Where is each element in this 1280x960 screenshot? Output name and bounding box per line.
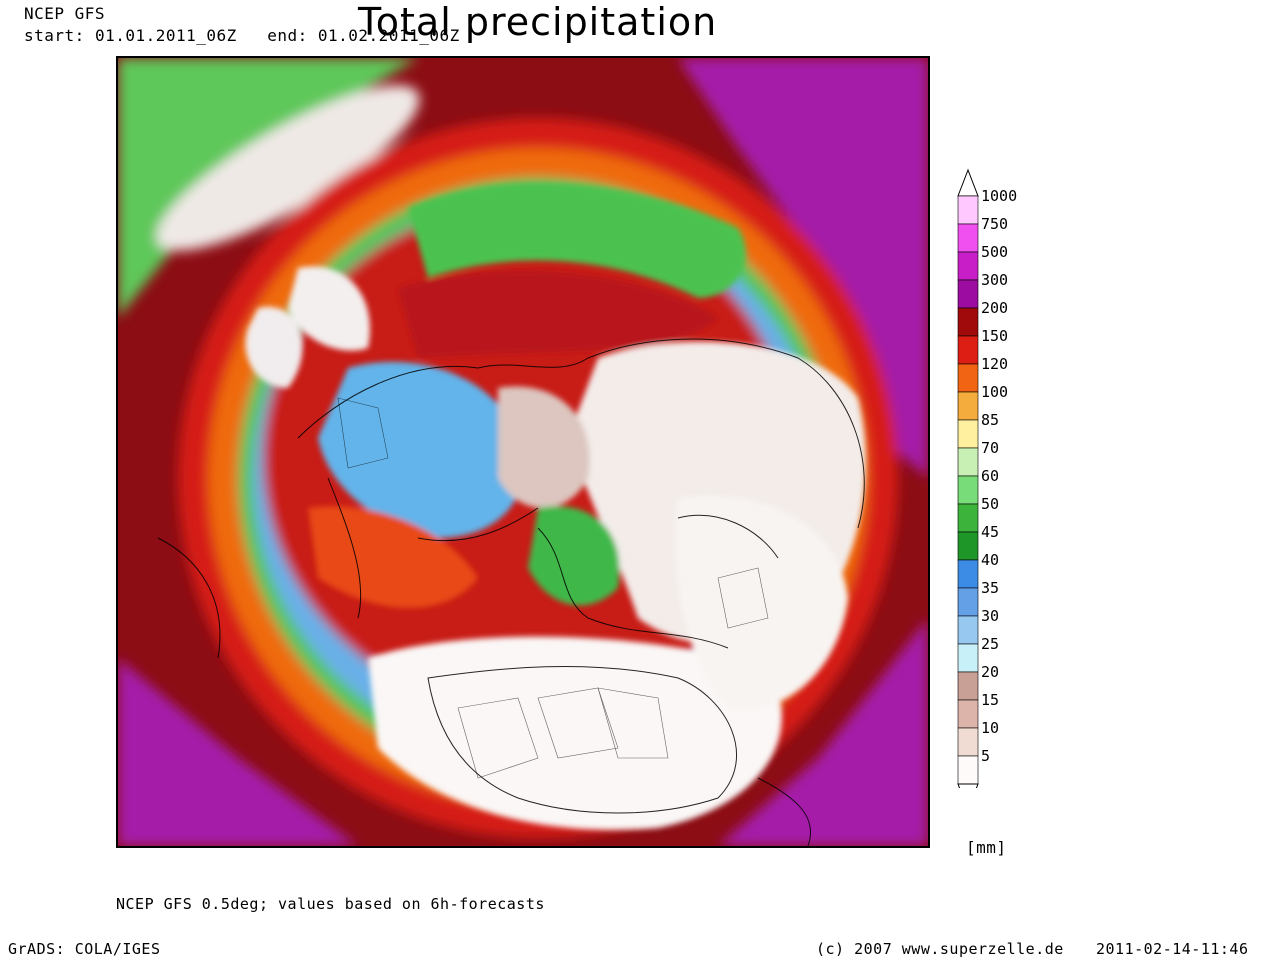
legend-swatch-70	[957, 447, 979, 477]
white-band-nw	[156, 85, 420, 251]
end-label: end:	[267, 26, 308, 45]
legend-swatch-25	[957, 643, 979, 673]
legend-unit: [mm]	[966, 838, 1007, 857]
purple-region-sw	[118, 658, 358, 846]
legend-label-15: 15	[981, 691, 999, 709]
legend-label-30: 30	[981, 607, 999, 625]
legend-label-40: 40	[981, 551, 999, 569]
legend-label-500: 500	[981, 243, 1008, 261]
nw-pacific-bubble	[245, 306, 303, 388]
coastlines	[157, 338, 865, 846]
legend-label-5: 5	[981, 747, 990, 765]
footnote: NCEP GFS 0.5deg; values based on 6h-fore…	[116, 895, 545, 913]
arctic-dry	[498, 386, 590, 508]
legend-label-60: 60	[981, 467, 999, 485]
legend-swatch-35	[957, 587, 979, 617]
forecast-period: start: 01.01.2011_06Z end: 01.02.2011_06…	[24, 26, 460, 45]
legend-label-200: 200	[981, 299, 1008, 317]
purple-region-se	[718, 618, 928, 846]
legend-swatch-500	[957, 251, 979, 281]
legend-swatch-150	[957, 335, 979, 365]
legend-swatch-15	[957, 699, 979, 729]
legend-label-1000: 1000	[981, 187, 1017, 205]
legend-swatch-300	[957, 279, 979, 309]
country-borders	[337, 397, 769, 779]
legend-label-85: 85	[981, 411, 999, 429]
pacific-red-band	[398, 271, 718, 358]
legend-label-35: 35	[981, 579, 999, 597]
start-time: 01.01.2011_06Z	[94, 26, 237, 45]
end-time: 01.02.2011_06Z	[317, 26, 460, 45]
legend-label-10: 10	[981, 719, 999, 737]
map-title: Total precipitation	[358, 0, 718, 44]
legend-arrow-bottom	[957, 783, 979, 788]
legend-swatch-200	[957, 307, 979, 337]
legend-label-50: 50	[981, 495, 999, 513]
legend-swatch-85	[957, 419, 979, 449]
precipitation-map	[116, 56, 930, 848]
legend-swatch-120	[957, 363, 979, 393]
green-region-nw	[118, 58, 418, 318]
render-timestamp: 2011-02-14-11:46	[1096, 940, 1249, 958]
color-legend: 1000 750 500 300 200 150 120 100 85 70 60 50 45 40 35 3…	[957, 168, 1017, 788]
legend-label-100: 100	[981, 383, 1008, 401]
nw-pacific-white	[288, 266, 370, 351]
legend-swatch-750	[957, 223, 979, 253]
legend-swatch-60	[957, 475, 979, 505]
start-label: start:	[24, 26, 85, 45]
legend-swatch-5	[957, 755, 979, 785]
north-atlantic-band	[408, 183, 746, 298]
legend-label-45: 45	[981, 523, 999, 541]
atlantic-storm	[308, 506, 478, 608]
legend-swatch-40	[957, 559, 979, 589]
model-name: NCEP GFS	[24, 4, 106, 23]
legend-label-20: 20	[981, 663, 999, 681]
legend-swatch-100	[957, 391, 979, 421]
europe-green	[528, 506, 620, 606]
legend-label-300: 300	[981, 271, 1008, 289]
legend-swatch-45	[957, 531, 979, 561]
asia-dry	[675, 496, 848, 710]
legend-swatch-30	[957, 615, 979, 645]
legend-label-70: 70	[981, 439, 999, 457]
legend-label-150: 150	[981, 327, 1008, 345]
legend-label-25: 25	[981, 635, 999, 653]
copyright: (c) 2007 www.superzelle.de	[816, 940, 1064, 958]
legend-arrow-top	[957, 168, 979, 197]
africa-dry	[368, 636, 782, 830]
legend-swatch-20	[957, 671, 979, 701]
software-credit: GrADS: COLA/IGES	[8, 940, 161, 958]
legend-label-120: 120	[981, 355, 1008, 373]
legend-swatch-50	[957, 503, 979, 533]
legend-swatch-10	[957, 727, 979, 757]
map-canvas	[118, 58, 928, 846]
legend-swatch-1000	[957, 195, 979, 225]
legend-label-750: 750	[981, 215, 1008, 233]
